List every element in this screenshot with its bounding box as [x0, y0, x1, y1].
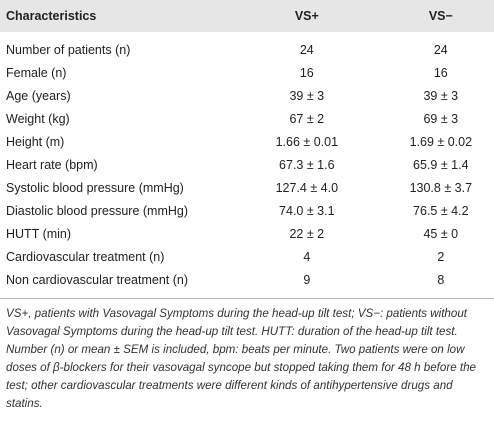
cell: 1.66 ± 0.01 [275, 134, 339, 149]
cell: 76.5 ± 4.2 [413, 204, 469, 219]
cell: 16 [299, 65, 314, 80]
table-row: Weight (kg) 67 ± 2 69 ± 3 [0, 107, 494, 130]
cell: 16 [433, 65, 448, 80]
row-label: Non cardiovascular treatment (n) [0, 268, 236, 300]
cell: 39 ± 3 [289, 88, 325, 103]
cell: 69 ± 3 [423, 111, 459, 126]
row-label: Number of patients (n) [6, 42, 131, 57]
row-label: HUTT (min) [6, 227, 72, 242]
cell: 24 [433, 42, 448, 57]
header-cell: VS+ [294, 9, 319, 23]
table-row: Number of patients (n) 24 24 [0, 32, 494, 61]
header-cell: VS− [428, 9, 453, 23]
table-row: Age (years) 39 ± 3 39 ± 3 [0, 84, 494, 107]
cell: 45 ± 0 [423, 227, 459, 242]
cell: 67.3 ± 1.6 [279, 158, 335, 173]
table-body: Number of patients (n) 24 24 Female (n) 16 16… [0, 32, 494, 300]
table: Characteristics VS+ VS− Number of patien… [0, 0, 494, 300]
row-label: Age (years) [6, 88, 71, 103]
table-row: Systolic blood pressure (mmHg) 127.4 ± 4.… [0, 177, 494, 200]
cell: 2 [437, 250, 445, 265]
row-label: Systolic blood pressure (mmHg) [6, 181, 184, 196]
cell: 1.69 ± 0.02 [409, 134, 473, 149]
footnote: VS+, patients with Vasovagal Symptoms du… [6, 307, 476, 411]
table-row: Height (m) 1.66 ± 0.01 1.69 ± 0.02 [0, 130, 494, 153]
row-label: Heart rate (bpm) [6, 158, 98, 173]
cell: 127.4 ± 4.0 [275, 181, 339, 196]
row-label: Weight (kg) [6, 111, 70, 126]
cell: 130.8 ± 3.7 [409, 181, 473, 196]
row-label: Diastolic blood pressure (mmHg) [6, 204, 189, 219]
row-label: Female (n) [6, 65, 67, 80]
cell: 74.0 ± 3.1 [279, 204, 335, 219]
table-row: Cardiovascular treatment (n) 4 2 [0, 246, 494, 269]
cell: 65.9 ± 1.4 [413, 158, 469, 173]
table-row: Female (n) 16 16 [0, 61, 494, 84]
cell: 22 ± 2 [289, 227, 325, 242]
header-cell: Characteristics [6, 9, 97, 23]
cell: 67 ± 2 [289, 111, 325, 126]
table-row: HUTT (min) 22 ± 2 45 ± 0 [0, 223, 494, 246]
row-label: Cardiovascular treatment (n) [6, 250, 165, 265]
cell: 8 [357, 268, 494, 300]
table-row: Non cardiovascular treatment (n) 9 8 [0, 268, 494, 300]
cell: 4 [303, 250, 311, 265]
cell: 9 [236, 268, 358, 300]
table-row: Heart rate (bpm) 67.3 ± 1.6 65.9 ± 1.4 [0, 153, 494, 176]
header-row: Characteristics VS+ VS− [0, 0, 494, 32]
cell: 39 ± 3 [423, 88, 459, 103]
row-label: Height (m) [6, 134, 65, 149]
table-row: Diastolic blood pressure (mmHg) 74.0 ± 3.… [0, 200, 494, 223]
cell: 24 [299, 42, 314, 57]
